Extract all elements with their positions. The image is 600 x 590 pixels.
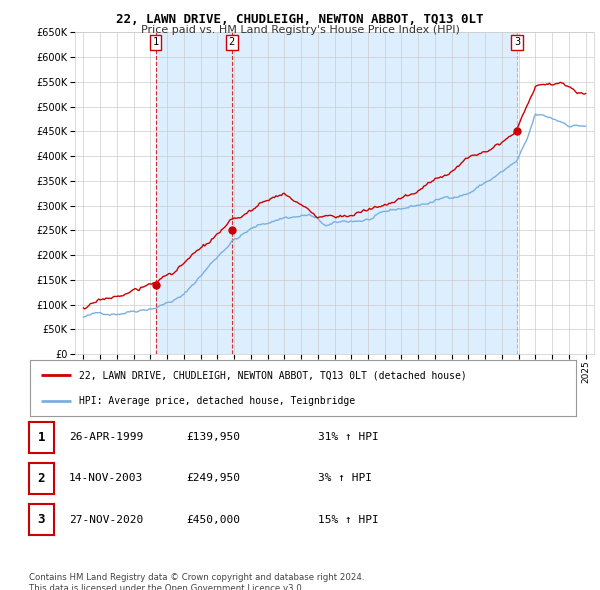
Text: 27-NOV-2020: 27-NOV-2020: [69, 515, 143, 525]
Bar: [232, 32, 517, 354]
Text: 3% ↑ HPI: 3% ↑ HPI: [318, 474, 372, 483]
Text: Price paid vs. HM Land Registry's House Price Index (HPI): Price paid vs. HM Land Registry's House …: [140, 25, 460, 35]
Text: Contains HM Land Registry data © Crown copyright and database right 2024.
This d: Contains HM Land Registry data © Crown c…: [29, 573, 364, 590]
Text: 1: 1: [38, 431, 45, 444]
Bar: [155, 32, 232, 354]
Text: 14-NOV-2003: 14-NOV-2003: [69, 474, 143, 483]
Text: £249,950: £249,950: [186, 474, 240, 483]
Text: £139,950: £139,950: [186, 432, 240, 442]
Text: 1: 1: [152, 37, 159, 47]
Text: 3: 3: [514, 37, 520, 47]
Text: 22, LAWN DRIVE, CHUDLEIGH, NEWTON ABBOT, TQ13 0LT (detached house): 22, LAWN DRIVE, CHUDLEIGH, NEWTON ABBOT,…: [79, 370, 467, 380]
Text: 15% ↑ HPI: 15% ↑ HPI: [318, 515, 379, 525]
Text: 3: 3: [38, 513, 45, 526]
Text: 22, LAWN DRIVE, CHUDLEIGH, NEWTON ABBOT, TQ13 0LT: 22, LAWN DRIVE, CHUDLEIGH, NEWTON ABBOT,…: [116, 13, 484, 26]
Text: 2: 2: [229, 37, 235, 47]
Text: 31% ↑ HPI: 31% ↑ HPI: [318, 432, 379, 442]
Text: 2: 2: [38, 472, 45, 485]
Text: 26-APR-1999: 26-APR-1999: [69, 432, 143, 442]
Text: £450,000: £450,000: [186, 515, 240, 525]
Text: HPI: Average price, detached house, Teignbridge: HPI: Average price, detached house, Teig…: [79, 396, 355, 406]
